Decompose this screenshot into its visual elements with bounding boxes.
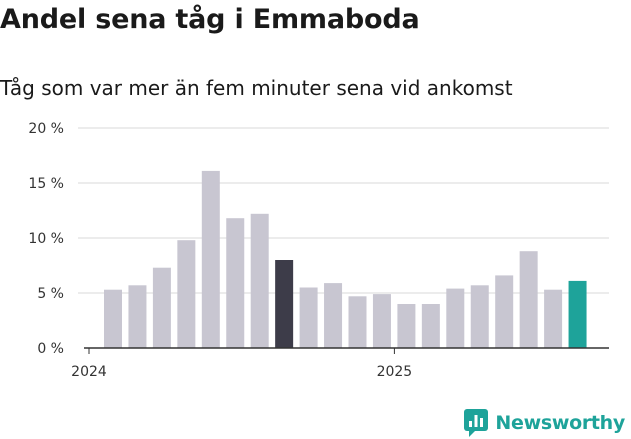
y-tick-label: 10 % [28,231,64,247]
bar [372,294,391,348]
y-tick-label: 0 % [37,341,64,357]
y-tick-label: 20 % [28,121,64,137]
newsworthy-logo-icon [464,409,489,437]
bar [104,289,122,348]
bar [299,287,318,348]
bar [250,213,269,348]
chart-subtitle: Tåg som var mer än fem minuter sena vid … [0,76,513,100]
bar [128,285,147,348]
bar [519,251,538,348]
brand-name: Newsworthy [495,412,625,434]
x-tick-label: 2024 [71,364,107,380]
bar [348,296,367,348]
bar [446,288,465,348]
x-tick-label: 2025 [377,364,413,380]
bar [544,289,563,348]
chart-title: Andel sena tåg i Emmaboda [0,4,420,35]
bar [397,304,416,348]
y-tick-label: 15 % [28,176,64,192]
bar [177,240,196,348]
bar [275,260,294,348]
bar [495,275,514,348]
y-tick-label: 5 % [37,286,64,302]
bar [201,170,220,348]
bar [324,283,343,348]
bar [421,304,440,348]
bar [470,285,489,348]
bar [152,267,171,348]
newsworthy-brand: Newsworthy [464,409,625,437]
bar [226,218,245,348]
bar [568,280,587,348]
bar-chart: 0 % 5 % 10 % 15 % 20 % 2024 2025 [28,121,609,380]
